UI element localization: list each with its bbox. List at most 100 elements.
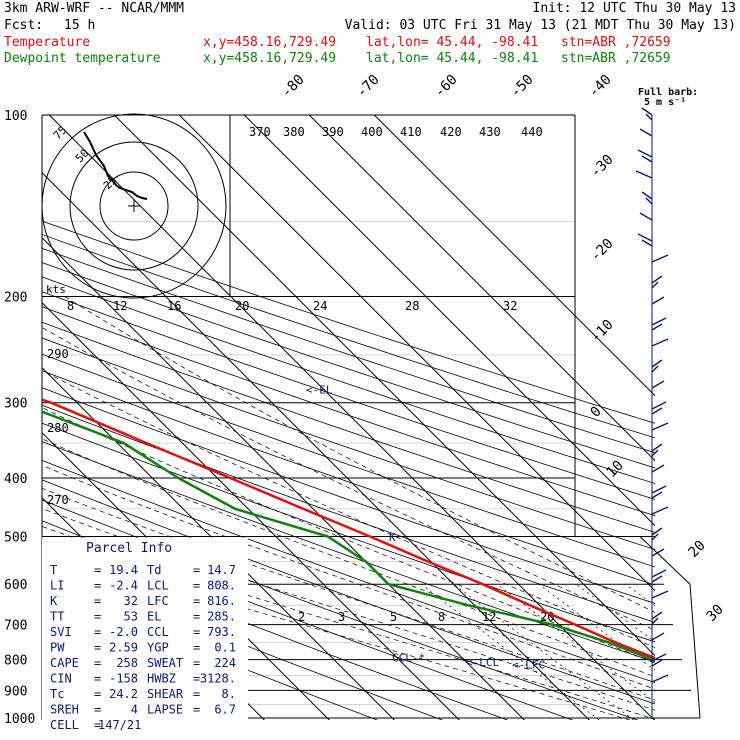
- isotherm-label: 0: [588, 404, 605, 421]
- wind-barb: [641, 107, 653, 116]
- parcel-info-value: 14.7: [207, 563, 236, 577]
- pressure-tick-label: 200: [4, 291, 27, 306]
- dry-adiabat: [42, 441, 655, 663]
- dry-adiabat: [42, 422, 655, 643]
- pressure-tick-label: 700: [4, 619, 27, 634]
- wind-barb: [651, 323, 663, 331]
- dry-adiabat: [42, 234, 655, 439]
- parcel-info-key: CIN: [50, 672, 72, 686]
- parcel-info-value: 19.4: [109, 563, 138, 577]
- pressure-tick-label: 500: [4, 530, 27, 545]
- isotherm-label: 30: [704, 602, 727, 625]
- mixing-ratio-lower-label: 3: [338, 610, 345, 624]
- wind-barb: [651, 359, 663, 368]
- dewpoint-legend-label: Dewpoint temperature: [4, 51, 161, 66]
- wind-barb: [635, 170, 653, 179]
- moist-adiabat: [42, 526, 655, 720]
- parcel-info-eq: =: [94, 594, 101, 608]
- mixing-ratio-line: [538, 583, 655, 671]
- isotherm-label: 20: [686, 538, 709, 561]
- wind-barb: [651, 464, 665, 473]
- parcel-info-key: EL: [147, 610, 161, 624]
- parcel-info-value: 24.2: [109, 687, 138, 701]
- wind-barb: [651, 275, 663, 284]
- isotherm: [42, 302, 460, 720]
- parcel-info-value: 816.: [207, 594, 236, 608]
- parcel-info-key: CCL: [147, 625, 169, 639]
- wind-barb: [645, 113, 653, 121]
- wind-barb: [641, 239, 653, 247]
- parcel-info-key: PW: [50, 641, 65, 655]
- wind-barb: [651, 632, 665, 641]
- parcel-info-key: LFC: [147, 594, 169, 608]
- mixing-ratio-lower-label: 5: [390, 610, 397, 624]
- parcel-info-background: [42, 537, 248, 721]
- wind-barb: [651, 674, 669, 683]
- temperature-legend-latlon: lat,lon= 45.44, -98.41: [366, 35, 539, 50]
- mixing-ratio-line: [453, 583, 635, 720]
- moist-adiabat: [42, 370, 655, 648]
- parcel-info-value: 53: [124, 610, 138, 624]
- parcel-marker: K: [389, 531, 396, 544]
- parcel-info-eq: =: [94, 625, 101, 639]
- isotherm: [0, 115, 15, 731]
- isotherm-label: -60: [432, 72, 461, 101]
- hodograph-ring: [69, 141, 199, 271]
- mixing-ratio-upper-label: 8: [67, 299, 74, 313]
- valid-time: Valid: 03 UTC Fri 31 May 13 (21 MDT Thu …: [344, 18, 736, 33]
- series-line-temperature: [42, 398, 655, 660]
- wind-barb: [651, 407, 663, 415]
- parcel-info-key: HWBZ: [147, 672, 176, 686]
- parcel-info-value: 0.1: [214, 641, 236, 655]
- level-marker-lcl: <-LCL: [466, 656, 499, 669]
- temperature-legend-station: stn=ABR ,72659: [561, 35, 671, 50]
- pressure-tick-label: 300: [4, 397, 27, 412]
- parcel-info-value: 32: [124, 594, 138, 608]
- parcel-info-value: 808.: [207, 579, 236, 593]
- wind-barb: [651, 422, 669, 431]
- temperature-legend-xy: x,y=458.16,729.49: [203, 35, 337, 50]
- parcel-info-value: 285.: [207, 610, 236, 624]
- isotherm: [308, 115, 655, 462]
- dry-adiabat: [42, 586, 379, 720]
- parcel-info-key: K: [50, 594, 58, 608]
- isotherm-label: -80: [279, 72, 308, 101]
- mixing-ratio-lower-label: 2: [298, 610, 305, 624]
- parcel-info-key: Tc: [50, 687, 64, 701]
- theta-label: 290: [47, 347, 69, 361]
- theta-e-label: 380: [283, 125, 305, 139]
- wind-barb: [645, 197, 653, 205]
- moist-adiabat: [64, 296, 655, 613]
- mixing-ratio-upper-label: 16: [167, 299, 181, 313]
- wind-barb: [651, 569, 667, 578]
- isotherm-label: -70: [354, 72, 383, 101]
- pressure-tick-label: 1000: [4, 712, 35, 727]
- dry-adiabat: [42, 306, 655, 517]
- moist-adiabat: [42, 508, 655, 711]
- level-marker-lfc: <-LFC: [512, 659, 545, 672]
- mixing-ratio-lower-label: 8: [438, 610, 445, 624]
- wind-barb: [651, 401, 667, 410]
- isotherm: [113, 115, 655, 657]
- wind-barb: [651, 449, 659, 457]
- dry-adiabat: [42, 404, 655, 623]
- parcel-info-value: 2.59: [109, 641, 138, 655]
- isotherm-label: -40: [586, 72, 615, 101]
- parcel-info-key: CAPE: [50, 656, 79, 670]
- isotherm: [243, 115, 655, 527]
- mixing-ratio-upper-label: 20: [235, 299, 249, 313]
- dry-adiabat: [42, 387, 655, 604]
- isotherm-label: -20: [588, 236, 617, 265]
- dry-adiabat: [42, 459, 655, 684]
- wind-barb: [651, 527, 663, 536]
- wind-barb: [651, 590, 669, 599]
- wind-barb: [651, 254, 669, 263]
- dry-adiabat: [42, 247, 655, 454]
- isotherm-label: -10: [588, 317, 617, 346]
- wind-barb: [651, 659, 663, 667]
- wind-barb: [651, 281, 659, 289]
- wind-barbs: [635, 107, 669, 718]
- parcel-info-eq: =: [193, 579, 200, 593]
